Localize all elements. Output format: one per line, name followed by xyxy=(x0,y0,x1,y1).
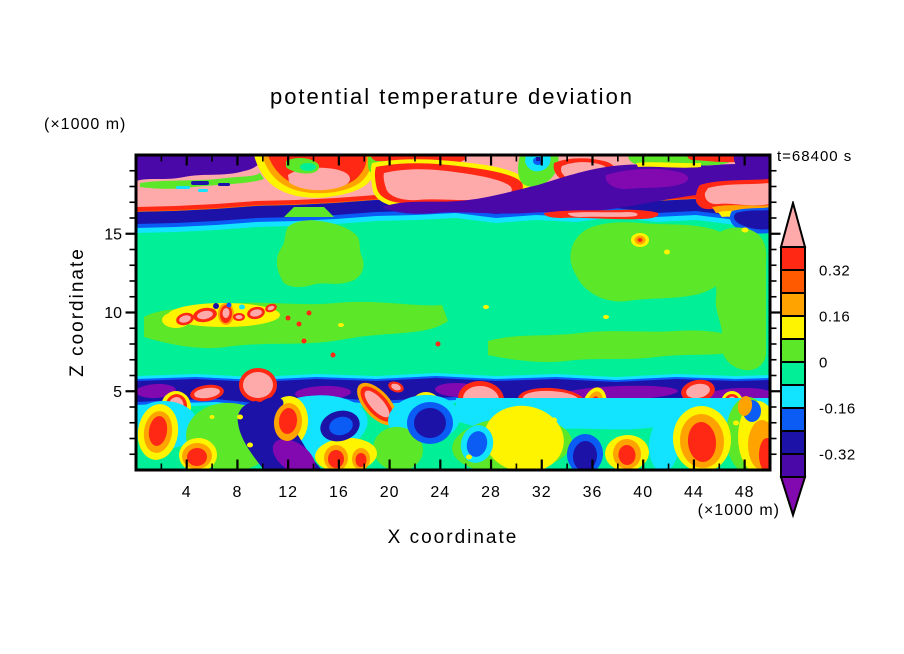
colorbar-segment-navy xyxy=(780,430,806,455)
colorbar-label: -0.32 xyxy=(819,447,856,464)
boundary-layer-turbulence xyxy=(136,394,770,470)
plot-title: potential temperature deviation xyxy=(269,84,635,109)
y-tick-label: 15 xyxy=(104,226,122,243)
x-axis-unit: (×1000 m) xyxy=(697,502,780,519)
x-axis-label: X coordinate xyxy=(387,527,519,548)
mid-level-field xyxy=(144,220,767,371)
colorbar: 0.32 0.16 0 -0.16 -0.32 xyxy=(779,201,856,519)
x-tick-label: 44 xyxy=(684,484,704,501)
colorbar-segment-blue xyxy=(780,407,806,432)
colorbar-top-arrow xyxy=(779,201,807,248)
colorbar-segment-indigo xyxy=(780,453,806,478)
colorbar-segment-chartreuse xyxy=(780,338,806,363)
colorbar-label: 0.16 xyxy=(819,309,850,326)
colorbar-bottom-arrow xyxy=(779,476,807,519)
colorbar-segment-orangered xyxy=(780,269,806,294)
colorbar-segment-springgreen xyxy=(780,361,806,386)
x-tick-label: 24 xyxy=(430,484,450,501)
y-tick-label: 10 xyxy=(104,305,122,322)
time-annotation: t=68400 s xyxy=(777,148,853,165)
y-axis-unit: (×1000 m) xyxy=(44,116,127,133)
x-tick-label: 12 xyxy=(278,484,298,501)
colorbar-segment-orange xyxy=(780,292,806,317)
x-tick-label: 16 xyxy=(329,484,349,501)
y-tick-label: 5 xyxy=(113,384,122,401)
plot-frame xyxy=(134,153,772,472)
colorbar-segment-yellow xyxy=(780,315,806,340)
colorbar-segment-red xyxy=(780,246,806,271)
x-tick-label: 32 xyxy=(532,484,552,501)
colorbar-label: -0.16 xyxy=(819,401,856,418)
x-tick-label: 4 xyxy=(182,484,192,501)
x-tick-label: 28 xyxy=(481,484,501,501)
x-tick-label: 36 xyxy=(583,484,603,501)
colorbar-label: 0.32 xyxy=(819,263,850,280)
x-tick-label: 8 xyxy=(232,484,242,501)
colorbar-segment-cyan xyxy=(780,384,806,409)
x-tick-label: 48 xyxy=(735,484,755,501)
x-tick-label: 20 xyxy=(380,484,400,501)
contour-plot xyxy=(136,155,770,470)
colorbar-label: 0 xyxy=(819,355,828,372)
x-tick-label: 40 xyxy=(633,484,653,501)
